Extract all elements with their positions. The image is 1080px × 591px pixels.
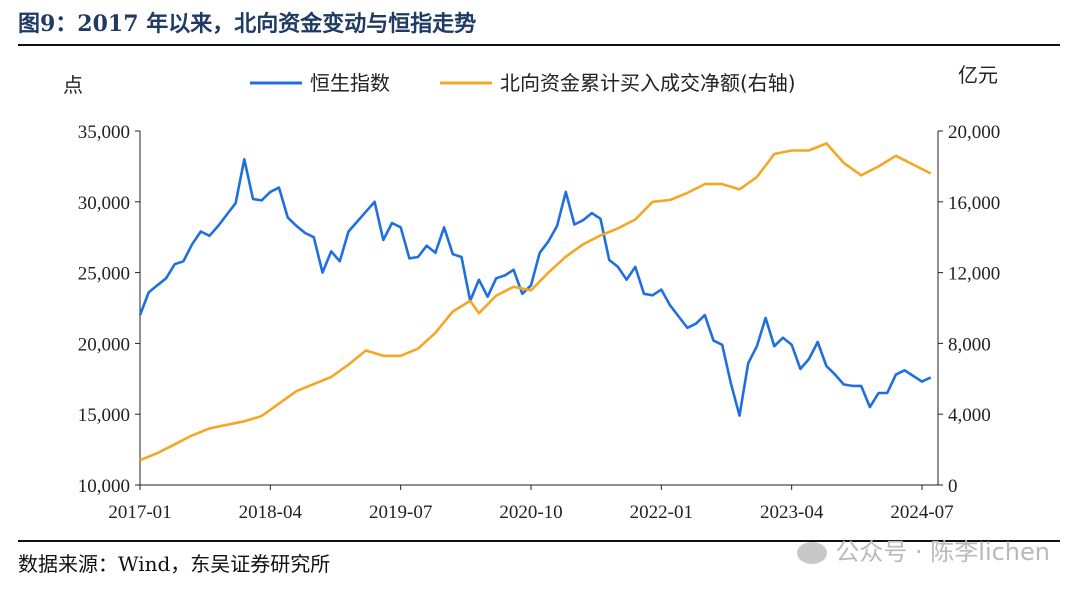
top-rule — [18, 44, 1060, 46]
right-tick-label: 12,000 — [948, 264, 1000, 285]
legend-label-hsi: 恒生指数 — [310, 71, 390, 95]
left-tick-label: 20,000 — [78, 334, 130, 355]
watermark: 公众号 · 陈李lichen — [797, 532, 1050, 567]
figure-title: 图9：2017 年以来，北向资金变动与恒指走势 — [18, 11, 477, 37]
right-axis-unit: 亿元 — [958, 63, 998, 87]
right-tick-label: 0 — [948, 476, 958, 497]
right-tick-label: 8,000 — [948, 334, 991, 355]
x-tick-label: 2019-07 — [369, 502, 432, 523]
bottom-rule — [18, 540, 1060, 542]
x-tick-label: 2022-01 — [630, 502, 693, 523]
right-tick-label: 20,000 — [948, 122, 1000, 143]
left-tick-label: 25,000 — [78, 264, 130, 285]
left-tick-label: 35,000 — [78, 122, 130, 143]
watermark-text: 公众号 · 陈李lichen — [835, 538, 1050, 566]
left-tick-label: 10,000 — [78, 476, 130, 497]
x-tick-label: 2023-04 — [760, 502, 824, 523]
chart: 10,000 15,000 20,000 25,000 30,000 35,000 0 4,0… — [63, 63, 1000, 523]
data-source: 数据来源：Wind，东吴证券研究所 — [18, 552, 331, 576]
left-tick-label: 15,000 — [78, 405, 130, 426]
series-line-hsi — [138, 158, 932, 417]
right-tick-label: 16,000 — [948, 193, 1000, 214]
legend-label-northbound: 北向资金累计买入成交净额(右轴) — [500, 71, 796, 95]
series-line-northbound — [139, 142, 932, 462]
x-tick-label: 2017-01 — [108, 502, 171, 523]
left-tick-label: 30,000 — [78, 193, 130, 214]
x-tick-label: 2024-07 — [890, 502, 953, 523]
x-tick-label: 2020-10 — [499, 502, 562, 523]
right-tick-label: 4,000 — [948, 405, 991, 426]
x-tick-label: 2018-04 — [239, 502, 303, 523]
left-axis-unit: 点 — [63, 73, 83, 97]
wechat-icon — [797, 542, 828, 564]
